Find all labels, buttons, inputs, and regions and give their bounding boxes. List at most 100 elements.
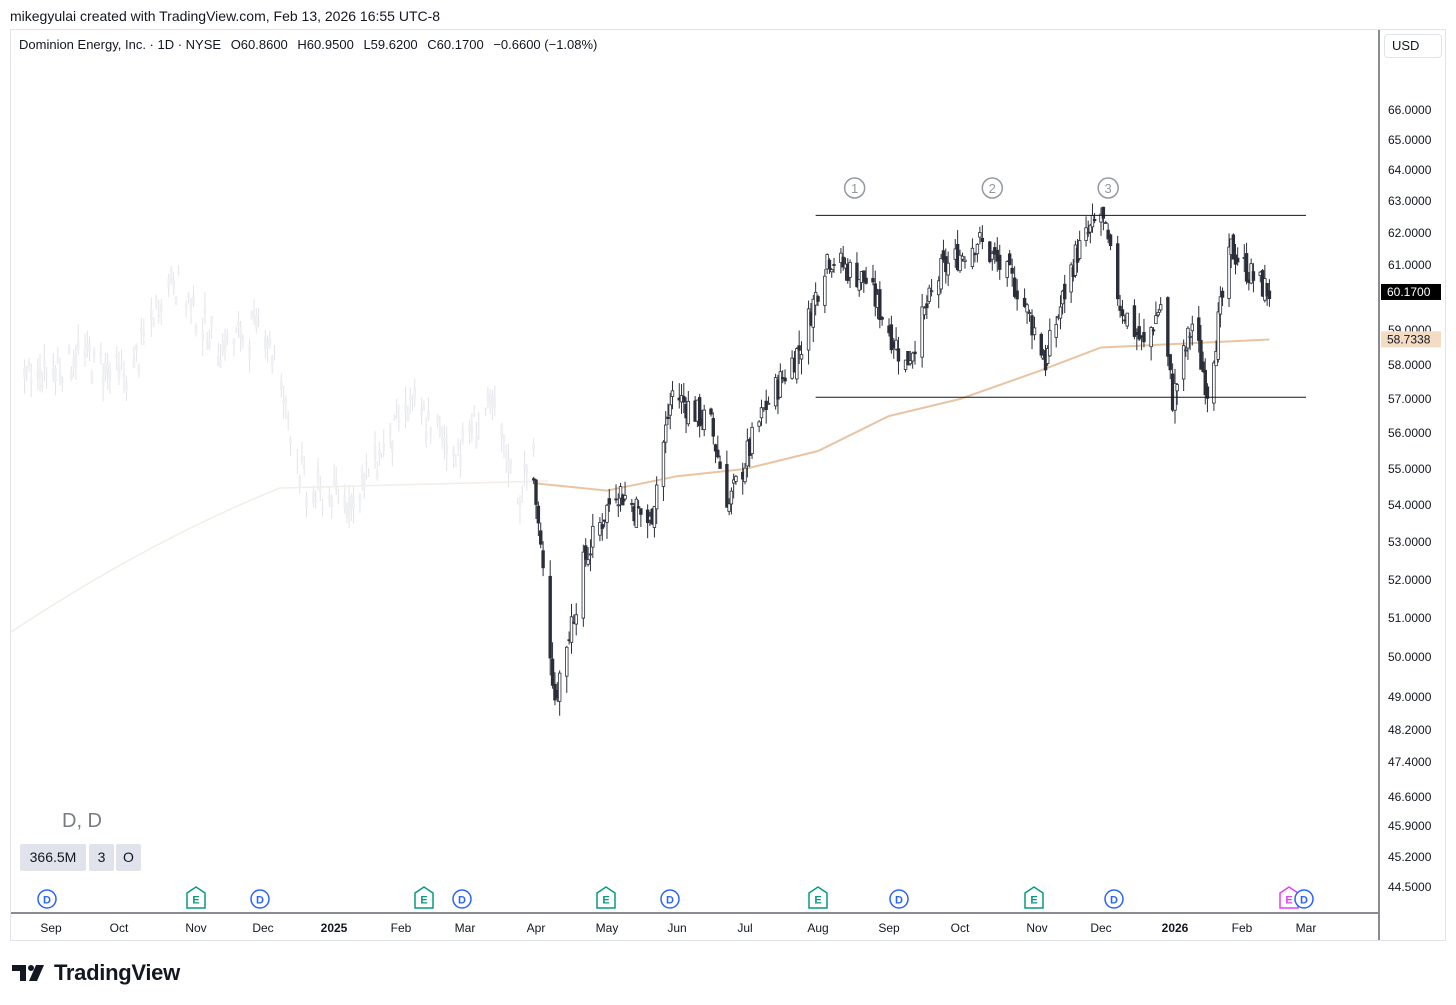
candle-body: [713, 444, 718, 452]
candle-body: [729, 490, 734, 505]
faded-candle-body: [367, 475, 370, 477]
candle-body: [1199, 339, 1203, 370]
faded-candle-body: [316, 466, 320, 480]
moving-average-layer: [535, 338, 1270, 492]
faded-candle-body: [300, 455, 304, 462]
candle-body: [550, 658, 555, 686]
faded-candle-body: [270, 356, 274, 366]
legend-open: O60.8600: [230, 37, 288, 52]
moving-average-line: [535, 338, 1270, 492]
faded-candle-body: [174, 296, 178, 305]
faded-candle-body: [375, 469, 379, 479]
faded-candle-body: [149, 309, 153, 321]
faded-candle-body: [406, 412, 410, 421]
time-tick-label: Jul: [737, 921, 752, 935]
candle-body: [764, 400, 768, 410]
faded-candle-body: [61, 378, 64, 384]
faded-candle-body: [152, 321, 156, 326]
faded-candle-body: [284, 398, 288, 402]
candle-body: [946, 262, 950, 276]
faded-candle-body: [397, 420, 401, 423]
price-tick-label: 65.0000: [1388, 133, 1432, 147]
faded-candle-body: [223, 340, 227, 353]
candle-body: [806, 308, 811, 351]
faded-candle-body: [286, 417, 290, 421]
faded-candle-body: [54, 367, 57, 382]
candle-body: [980, 237, 985, 242]
candle-body: [1012, 277, 1017, 297]
volume-stat[interactable]: 366.5M: [20, 844, 86, 871]
faded-candle-body: [192, 294, 195, 304]
currency-button[interactable]: USD: [1384, 34, 1442, 58]
faded-candle-body: [365, 462, 368, 466]
price-tick-label: 54.0000: [1388, 498, 1432, 512]
faded-candle-body: [205, 346, 209, 348]
candle-body: [759, 407, 764, 419]
faded-candle-body: [217, 356, 220, 366]
tradingview-logo[interactable]: TradingView: [12, 960, 180, 986]
faded-candle-body: [67, 346, 71, 353]
faded-candle-body: [305, 496, 308, 508]
price-tick-label: 62.0000: [1388, 226, 1432, 240]
faded-candle-body: [122, 373, 126, 378]
faded-candle-body: [532, 443, 536, 451]
candle-body: [1108, 234, 1113, 247]
faded-candle-body: [504, 452, 508, 459]
faded-candle-body: [40, 384, 44, 388]
candle-body: [536, 505, 541, 524]
faded-candle-body: [328, 494, 331, 502]
candle-body: [569, 616, 574, 643]
candle-body: [841, 256, 845, 268]
candle-body: [621, 494, 625, 506]
symbol-label: D, D: [62, 810, 102, 832]
faded-candle-body: [137, 365, 141, 374]
candle-body: [605, 504, 609, 523]
candle-body: [939, 258, 943, 290]
faded-candle-body: [491, 395, 494, 408]
faded-candle-body: [493, 397, 497, 409]
time-tick-label: Feb: [391, 921, 412, 935]
faded-candle-body: [358, 494, 362, 502]
candle-body: [811, 298, 815, 328]
faded-candle-body: [29, 378, 33, 385]
candle-body: [588, 553, 593, 556]
earnings-icon-label: E: [602, 895, 609, 907]
candle-body: [871, 278, 875, 283]
tradingview-logo-icon: [12, 965, 44, 981]
ma-price-tag: [1381, 331, 1441, 348]
candle-body: [857, 279, 861, 291]
earnings-icon-label: E: [1030, 895, 1037, 907]
candle-body: [574, 614, 578, 625]
faded-candle-body: [500, 424, 503, 437]
tradingview-wordmark: TradingView: [54, 960, 180, 985]
price-tick-label: 50.0000: [1388, 650, 1432, 664]
time-tick-label: Oct: [110, 921, 129, 935]
faded-candle-body: [362, 475, 366, 487]
faded-candle-body: [154, 296, 158, 305]
faded-candle-body: [411, 396, 414, 400]
faded-candle-body: [104, 361, 107, 376]
price-tick-label: 44.5000: [1388, 880, 1432, 894]
flag-stat[interactable]: O: [116, 844, 141, 871]
candle-body: [1054, 324, 1058, 338]
time-tick-label: Nov: [1026, 921, 1047, 935]
candle-body: [607, 498, 611, 505]
time-tick-label: Mar: [455, 921, 476, 935]
candle-body: [1088, 224, 1093, 233]
faded-candle-body: [239, 327, 242, 340]
price-tick-label: 66.0000: [1388, 103, 1432, 117]
time-tick-label: Apr: [527, 921, 546, 935]
faded-candle-body: [360, 467, 364, 480]
candle-body: [1265, 283, 1269, 297]
candle-body: [654, 484, 659, 510]
candle-body: [1010, 267, 1014, 274]
faded-candle-body: [382, 443, 386, 451]
candle-body: [666, 416, 670, 420]
faded-candle-body: [159, 303, 163, 313]
faded-candle-body: [125, 381, 128, 391]
candle-body: [1142, 332, 1146, 343]
count-stat[interactable]: 3: [89, 844, 114, 871]
candle-body: [1118, 305, 1122, 311]
candle-body: [539, 530, 543, 545]
